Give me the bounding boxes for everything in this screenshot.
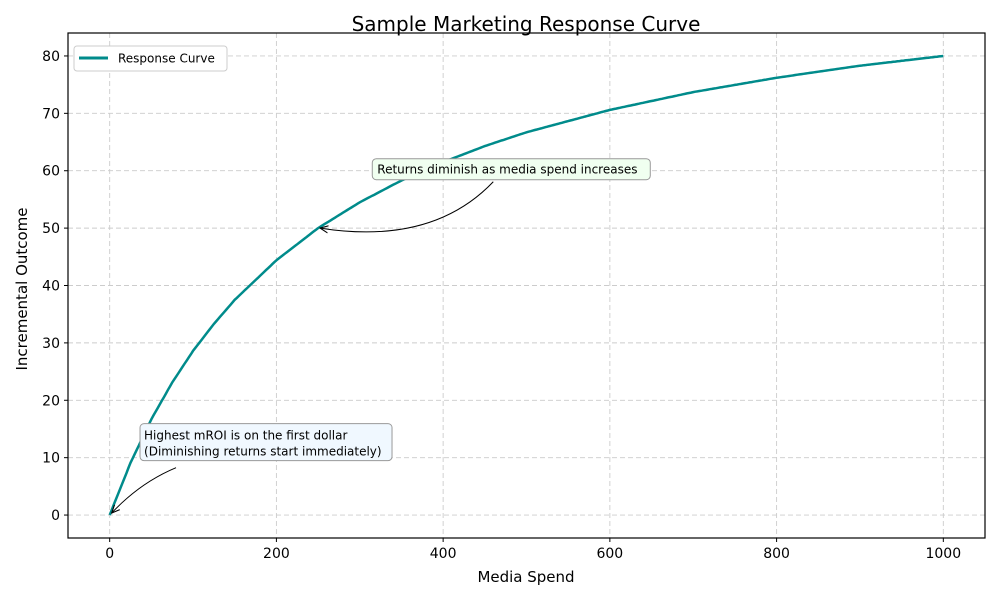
y-tick-label: 50: [42, 221, 60, 237]
y-tick-label: 70: [42, 106, 60, 122]
series-line-response-curve: [108, 54, 944, 516]
y-tick-label: 40: [42, 279, 60, 295]
annotation-text: (Diminishing returns start immediately): [144, 445, 382, 459]
x-tick-label: 200: [263, 546, 290, 562]
x-tick-label: 1000: [925, 546, 961, 562]
annotation-text: Returns diminish as media spend increase…: [377, 163, 637, 177]
legend: Response Curve: [73, 45, 228, 72]
series-layer: [108, 54, 944, 516]
legend-label: Response Curve: [118, 52, 215, 66]
y-tick-label: 20: [42, 393, 60, 409]
y-tick-label: 60: [42, 164, 60, 180]
x-tick-label: 400: [430, 546, 457, 562]
y-tick-label: 30: [42, 336, 60, 352]
legend-box: [73, 45, 228, 72]
x-tick-label: 600: [596, 546, 623, 562]
x-axis-label: Media Spend: [477, 568, 574, 586]
x-tick-label: 800: [763, 546, 790, 562]
annotation-box: [371, 158, 651, 181]
annotation-box: [139, 423, 393, 462]
annotation-arrow: [112, 467, 177, 513]
x-tick-label: 0: [105, 546, 114, 562]
chart-title: Sample Marketing Response Curve: [352, 12, 701, 36]
annotation-arrow: [320, 181, 494, 232]
annotation-text: Highest mROI is on the first dollar: [144, 429, 347, 443]
y-tick-label: 10: [42, 451, 60, 467]
y-axis-label: Incremental Outcome: [13, 207, 31, 370]
ticks: 0 200 400 600 800 1000 0 10 20 30 40 50 60 70 80: [42, 49, 961, 562]
y-tick-label: 80: [42, 49, 60, 65]
annotations: Returns diminish as media spend increase…: [112, 158, 651, 513]
y-tick-label: 0: [51, 508, 60, 524]
grid: [68, 33, 985, 538]
